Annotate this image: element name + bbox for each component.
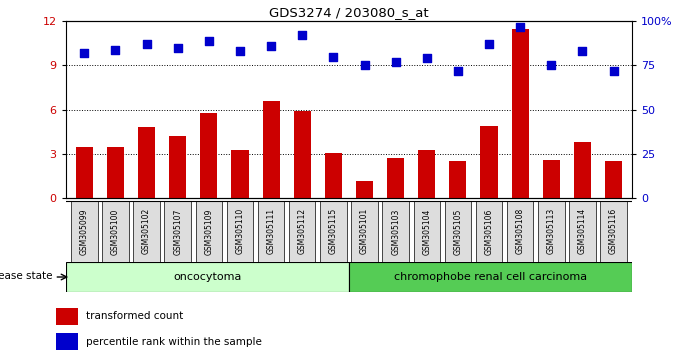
Text: GSM305109: GSM305109 [205, 208, 214, 255]
Point [546, 63, 557, 68]
Text: GSM305102: GSM305102 [142, 208, 151, 255]
Text: GSM305113: GSM305113 [547, 208, 556, 255]
Point [577, 48, 588, 54]
Text: chromophobe renal cell carcinoma: chromophobe renal cell carcinoma [394, 272, 587, 282]
Text: GSM305111: GSM305111 [267, 208, 276, 255]
Text: GSM305116: GSM305116 [609, 208, 618, 255]
Point [608, 68, 619, 74]
Text: GSM305106: GSM305106 [484, 208, 493, 255]
Text: GSM305112: GSM305112 [298, 208, 307, 255]
FancyBboxPatch shape [600, 201, 627, 262]
Text: transformed count: transformed count [86, 311, 183, 321]
Bar [55, 308, 78, 325]
FancyBboxPatch shape [66, 262, 349, 292]
FancyBboxPatch shape [320, 201, 347, 262]
Bar [418, 149, 435, 198]
Point [359, 63, 370, 68]
Point [79, 50, 90, 56]
Point [265, 43, 276, 49]
Bar [449, 161, 466, 198]
Bar [387, 159, 404, 198]
Text: GSM305101: GSM305101 [360, 208, 369, 255]
Point [328, 54, 339, 59]
Point [422, 56, 433, 61]
FancyBboxPatch shape [349, 262, 632, 292]
Text: GSM305103: GSM305103 [391, 208, 400, 255]
Bar [107, 147, 124, 198]
Bar [511, 29, 529, 198]
Point [172, 45, 183, 51]
FancyBboxPatch shape [133, 201, 160, 262]
FancyBboxPatch shape [227, 201, 253, 262]
Bar [76, 147, 93, 198]
Bar [138, 127, 155, 198]
Point [234, 48, 245, 54]
FancyBboxPatch shape [382, 201, 409, 262]
Point [141, 41, 152, 47]
Text: GSM305107: GSM305107 [173, 208, 182, 255]
Text: GSM305114: GSM305114 [578, 208, 587, 255]
FancyBboxPatch shape [538, 201, 565, 262]
Bar [231, 149, 249, 198]
FancyBboxPatch shape [507, 201, 533, 262]
Text: GSM305099: GSM305099 [80, 208, 89, 255]
Point [515, 24, 526, 29]
Text: GSM305108: GSM305108 [515, 208, 524, 255]
Point [203, 38, 214, 44]
FancyBboxPatch shape [102, 201, 129, 262]
Bar [605, 161, 622, 198]
Bar [574, 142, 591, 198]
Point [484, 41, 495, 47]
Text: GSM305100: GSM305100 [111, 208, 120, 255]
FancyBboxPatch shape [71, 201, 97, 262]
FancyBboxPatch shape [413, 201, 440, 262]
Bar [263, 101, 280, 198]
Text: GSM305110: GSM305110 [236, 208, 245, 255]
FancyBboxPatch shape [289, 201, 316, 262]
Text: GSM305104: GSM305104 [422, 208, 431, 255]
Bar [325, 153, 342, 198]
FancyBboxPatch shape [569, 201, 596, 262]
Bar [356, 181, 373, 198]
Bar [55, 333, 78, 350]
Text: GSM305105: GSM305105 [453, 208, 462, 255]
Title: GDS3274 / 203080_s_at: GDS3274 / 203080_s_at [269, 6, 429, 19]
Text: oncocytoma: oncocytoma [173, 272, 241, 282]
Point [110, 47, 121, 52]
FancyBboxPatch shape [476, 201, 502, 262]
Text: GSM305115: GSM305115 [329, 208, 338, 255]
Bar [200, 113, 218, 198]
Bar [294, 111, 311, 198]
FancyBboxPatch shape [258, 201, 285, 262]
Bar [480, 126, 498, 198]
Point [296, 33, 307, 38]
FancyBboxPatch shape [445, 201, 471, 262]
Text: disease state: disease state [0, 272, 53, 281]
FancyBboxPatch shape [351, 201, 378, 262]
Bar [169, 136, 187, 198]
Point [453, 68, 464, 74]
Bar [542, 160, 560, 198]
Point [390, 59, 401, 65]
Text: percentile rank within the sample: percentile rank within the sample [86, 337, 262, 347]
FancyBboxPatch shape [196, 201, 222, 262]
FancyBboxPatch shape [164, 201, 191, 262]
